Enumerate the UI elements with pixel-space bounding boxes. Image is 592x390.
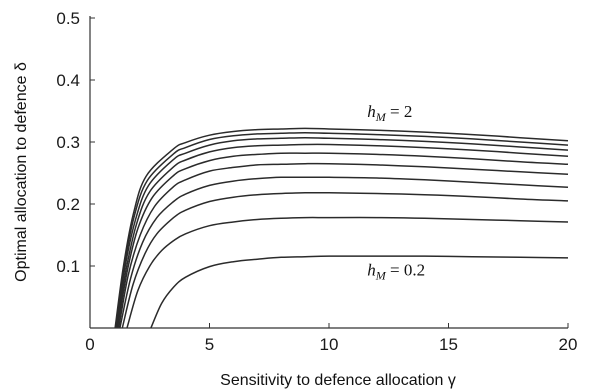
y-tick-label: 0.5 <box>56 9 80 28</box>
series-line-8 <box>115 136 569 329</box>
curves-group <box>114 127 569 329</box>
annotation-subscript: M <box>375 268 387 282</box>
x-axis-label: Sensitivity to defence allocation γ <box>220 372 456 389</box>
y-tick-label: 0.1 <box>56 257 80 276</box>
series-line-5 <box>117 162 569 329</box>
series-line-6 <box>116 152 569 329</box>
annotation-value: = 0.2 <box>386 260 425 279</box>
x-tick-label: 0 <box>85 335 94 354</box>
annotation-2: hM = 0.2 <box>367 260 425 282</box>
series-line-2 <box>126 216 569 329</box>
ticks-group: 0 5 10 15 20 0.1 0.2 0.3 0.4 0.5 <box>56 9 577 354</box>
x-tick-label: 5 <box>205 335 214 354</box>
series-line-10 <box>114 127 569 329</box>
x-tick-label: 10 <box>320 335 339 354</box>
y-tick-label: 0.2 <box>56 195 80 214</box>
annotation-1: hM = 2 <box>367 102 412 124</box>
series-line-4 <box>119 176 569 329</box>
annotation-subscript: M <box>375 110 387 124</box>
series-line-9 <box>115 131 569 329</box>
y-tick-label: 0.4 <box>56 71 80 90</box>
annotations-group: hM = 2hM = 0.2 <box>367 102 425 282</box>
annotation-symbol: h <box>367 260 376 279</box>
series-line-3 <box>121 191 569 329</box>
axes-group <box>89 16 568 329</box>
annotation-symbol: h <box>367 102 376 121</box>
y-tick-label: 0.3 <box>56 133 80 152</box>
x-tick-label: 20 <box>559 335 578 354</box>
y-axis-label: Optimal allocation to defence δ <box>13 62 30 282</box>
x-tick-label: 15 <box>439 335 458 354</box>
series-line-7 <box>116 143 569 329</box>
series-line-1 <box>150 255 569 329</box>
annotation-value: = 2 <box>386 102 413 121</box>
